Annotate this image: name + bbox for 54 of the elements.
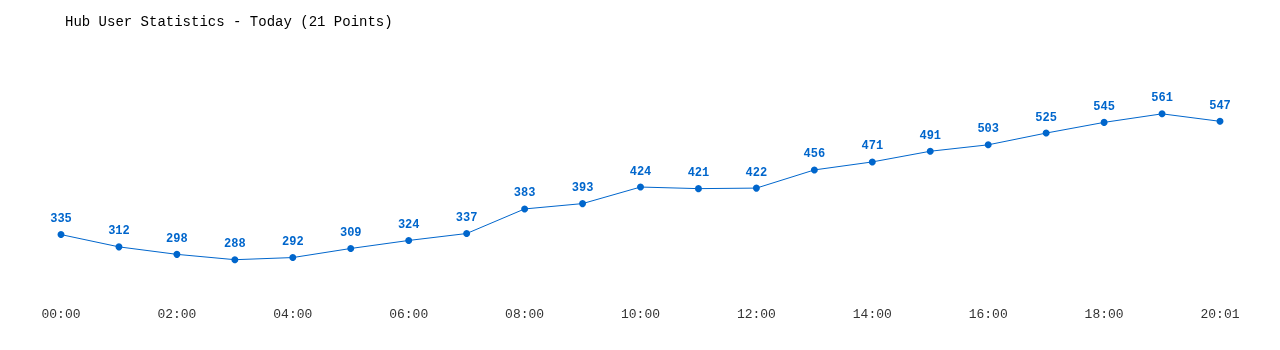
data-label: 491 (919, 128, 942, 143)
x-tick-label: 18:00 (1084, 307, 1124, 322)
point (231, 256, 239, 264)
x-tick-label: 14:00 (852, 307, 892, 322)
data-label: 288 (224, 237, 246, 252)
point (694, 185, 702, 193)
point (752, 184, 760, 192)
point (521, 205, 529, 213)
data-label: 422 (745, 165, 768, 180)
x-tick-label: 20:01 (1200, 307, 1240, 322)
point (810, 166, 818, 174)
data-label: 309 (339, 225, 362, 240)
point (984, 141, 992, 149)
x-tick-label: 02:00 (157, 307, 197, 322)
data-label: 525 (1035, 110, 1057, 125)
data-label: 471 (861, 139, 884, 154)
point (57, 231, 65, 239)
point (1158, 110, 1166, 118)
point (926, 147, 934, 155)
data-label: 337 (455, 211, 478, 226)
data-label: 324 (397, 217, 420, 232)
data-label: 393 (571, 181, 594, 196)
x-tick-label: 06:00 (389, 307, 429, 322)
data-label: 383 (513, 186, 536, 201)
x-tick-label: 12:00 (736, 307, 776, 322)
x-tick-label: 00:00 (41, 307, 81, 322)
point (405, 236, 413, 244)
data-label: 292 (282, 235, 304, 250)
data-label: 545 (1093, 99, 1115, 114)
point (1100, 118, 1108, 126)
data-label: 335 (50, 212, 72, 227)
point (868, 158, 876, 166)
data-label: 561 (1151, 91, 1173, 106)
data-label: 503 (977, 122, 999, 137)
point (115, 243, 123, 251)
x-tick-label: 16:00 (968, 307, 1008, 322)
point (347, 244, 355, 252)
point (173, 250, 181, 258)
point (463, 230, 471, 238)
point (1216, 117, 1224, 125)
point (579, 200, 587, 208)
data-label: 312 (108, 224, 130, 239)
x-tick-label: 10:00 (620, 307, 661, 322)
data-label: 456 (803, 147, 826, 162)
x-tick-label: 08:00 (505, 307, 545, 322)
x-tick-label: 04:00 (273, 307, 313, 322)
point (289, 254, 297, 262)
point (1042, 129, 1050, 137)
data-label: 298 (166, 231, 188, 246)
data-label: 547 (1209, 98, 1231, 113)
data-label: 424 (629, 164, 652, 179)
data-label: 421 (687, 166, 710, 181)
point (637, 183, 644, 191)
chart-title: Hub User Statistics - Today (21 Points) (65, 14, 393, 30)
